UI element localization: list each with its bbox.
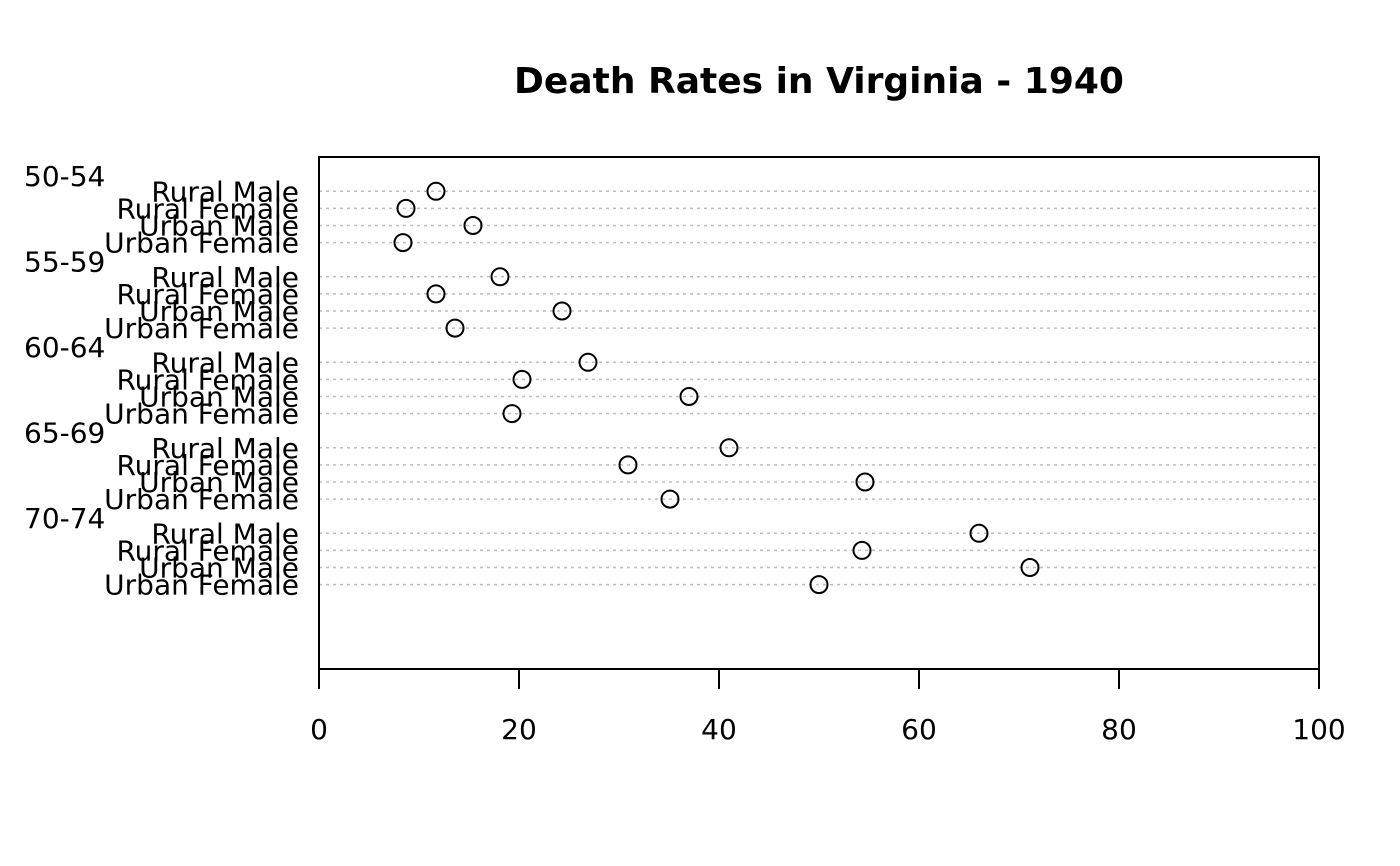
row-label: Urban Male <box>139 466 299 499</box>
data-point <box>393 233 413 253</box>
data-point <box>809 575 829 595</box>
data-point <box>512 369 532 389</box>
row-label: Rural Female <box>116 192 299 225</box>
data-point <box>578 352 598 372</box>
data-point <box>445 318 465 338</box>
row-label: Urban Female <box>104 569 299 602</box>
row-label: Rural Female <box>116 363 299 396</box>
group-label: 60-64 <box>24 331 105 364</box>
row-label: Urban Female <box>104 227 299 260</box>
x-tick-label: 40 <box>701 713 737 746</box>
row-label: Urban Male <box>139 552 299 585</box>
guide-lines <box>319 190 1319 586</box>
data-point <box>719 438 739 458</box>
row-label: Rural Male <box>151 432 299 465</box>
data-point <box>618 455 638 475</box>
row-label: Rural Female <box>116 278 299 311</box>
data-point <box>660 489 680 509</box>
row-label: Rural Male <box>151 517 299 550</box>
data-point <box>852 540 872 560</box>
data-point <box>1020 558 1040 577</box>
group-label: 70-74 <box>24 502 105 535</box>
row-label: Urban Male <box>139 295 299 328</box>
row-label: Urban Male <box>139 210 299 243</box>
chart-title: Death Rates in Virginia - 1940 <box>514 61 1124 102</box>
group-label: 50-54 <box>24 160 105 193</box>
x-axis: 0 20 40 60 80 100 <box>310 668 1346 746</box>
row-label: Urban Male <box>139 381 299 414</box>
row-label: Urban Female <box>104 483 299 516</box>
x-tick-label: 80 <box>1101 713 1137 746</box>
data-point <box>426 284 446 304</box>
data-points <box>393 181 1040 595</box>
x-tick-label: 60 <box>901 713 937 746</box>
data-point <box>969 523 989 543</box>
x-tick-label: 20 <box>501 713 537 746</box>
row-label: Rural Female <box>116 534 299 567</box>
row-label: Rural Male <box>151 175 299 208</box>
data-point <box>502 404 522 424</box>
row-label: Urban Female <box>104 312 299 345</box>
data-point <box>679 387 699 406</box>
data-point <box>426 181 446 201</box>
x-tick-label: 0 <box>310 713 328 746</box>
row-label: Rural Male <box>151 261 299 294</box>
data-point <box>490 267 510 287</box>
data-point <box>552 301 572 321</box>
group-label: 55-59 <box>24 245 105 278</box>
row-label: Rural Male <box>151 346 299 379</box>
group-label: 65-69 <box>24 416 105 449</box>
data-point <box>396 198 416 218</box>
data-point <box>463 216 483 235</box>
row-label: Urban Female <box>104 398 299 431</box>
x-tick-label: 100 <box>1292 713 1345 746</box>
data-point <box>855 472 875 492</box>
row-label: Rural Female <box>116 449 299 482</box>
